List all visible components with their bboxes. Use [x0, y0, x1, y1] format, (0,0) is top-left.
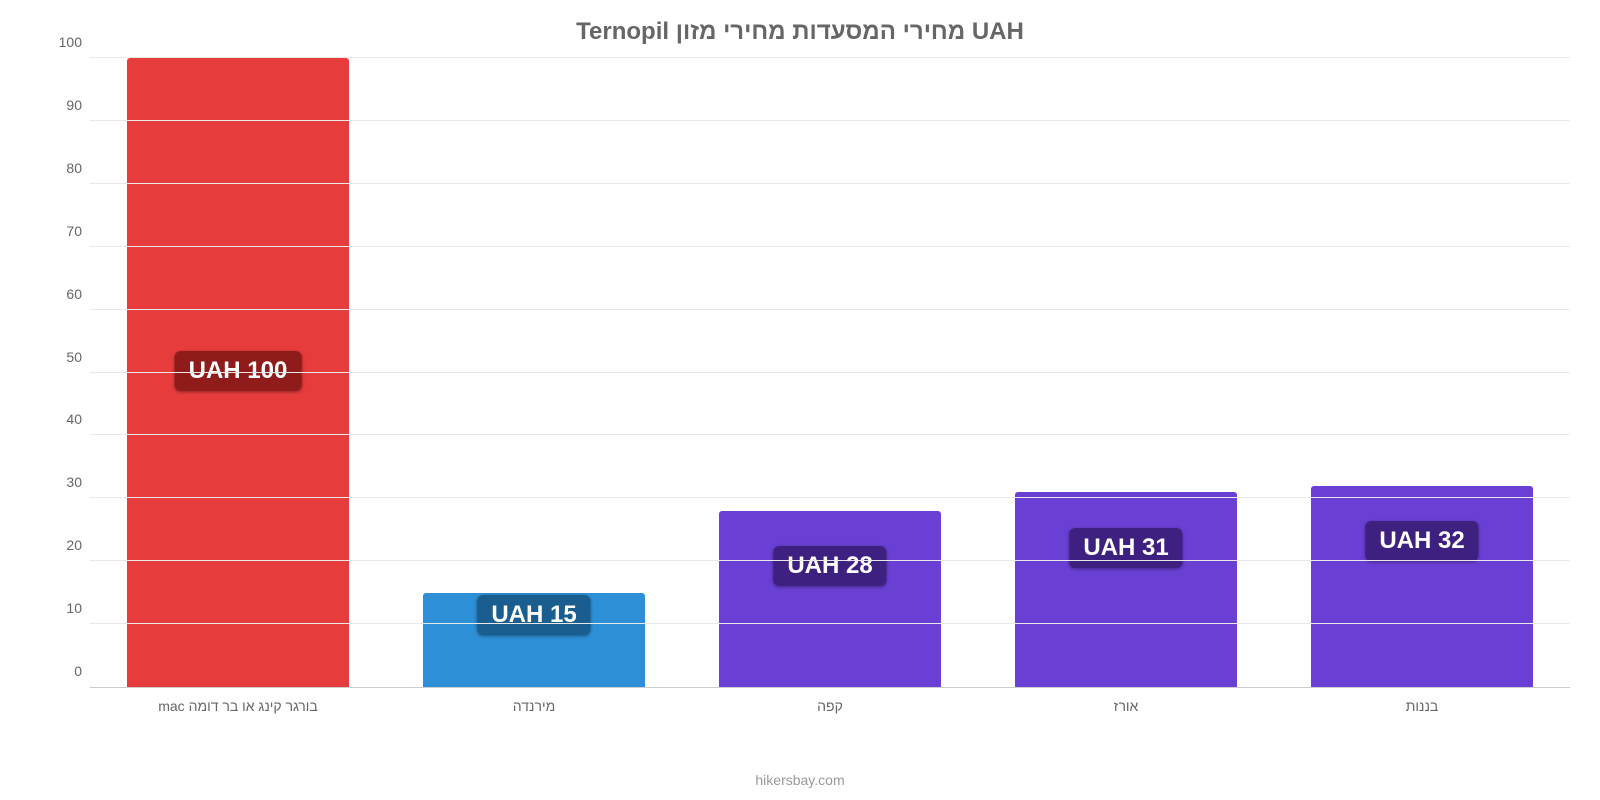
bar-slot: UAH 100	[90, 58, 386, 687]
bar	[719, 511, 941, 687]
grid-line	[90, 120, 1570, 121]
bar-slot: UAH 15	[386, 58, 682, 687]
bar-slot: UAH 28	[682, 58, 978, 687]
y-tick-label: 50	[66, 349, 82, 365]
bar-value-label: UAH 32	[1365, 521, 1478, 561]
bar	[1015, 492, 1237, 687]
plot-area: UAH 100UAH 15UAH 28UAH 31UAH 32 01020304…	[90, 58, 1570, 688]
x-axis-label: בורגר קינג או בר דומה mac	[90, 698, 386, 714]
bar-value-label: UAH 15	[477, 595, 590, 635]
grid-line	[90, 57, 1570, 58]
x-axis-label: בננות	[1274, 698, 1570, 714]
chart-title: Ternopil מחירי המסעדות מחירי מזון UAH	[0, 0, 1600, 46]
bar-slot: UAH 32	[1274, 58, 1570, 687]
bar	[1311, 486, 1533, 687]
grid-line	[90, 560, 1570, 561]
y-tick-label: 10	[66, 600, 82, 616]
y-tick-label: 70	[66, 223, 82, 239]
chart-container: UAH 100 UAH 15 UAH 28 UAH 31 UAH 32 0 10 20 30 4…	[50, 58, 1580, 728]
grid-line	[90, 183, 1570, 184]
y-tick-label: 20	[66, 537, 82, 553]
grid-line	[90, 623, 1570, 624]
chart-footer: hikersbay.com	[0, 772, 1600, 788]
x-axis-label: אורז	[978, 698, 1274, 714]
y-tick-label: 0	[74, 663, 82, 679]
y-tick-label: 80	[66, 160, 82, 176]
x-axis-label: מירנדה	[386, 698, 682, 714]
y-tick-label: 100	[59, 34, 82, 50]
bar-value-label: UAH 28	[773, 546, 886, 586]
y-tick-label: 90	[66, 97, 82, 113]
grid-line	[90, 309, 1570, 310]
grid-line	[90, 497, 1570, 498]
grid-line	[90, 246, 1570, 247]
grid-line	[90, 372, 1570, 373]
bars-group: UAH 100 UAH 15 UAH 28 UAH 31 UAH 32	[90, 58, 1570, 687]
y-tick-label: 60	[66, 286, 82, 302]
bar-value-label: UAH 31	[1069, 528, 1182, 568]
y-tick-label: 30	[66, 474, 82, 490]
y-tick-label: 40	[66, 411, 82, 427]
bar-slot: UAH 31	[978, 58, 1274, 687]
x-axis-labels: בורגר קינג או בר דומה macמירנדהקפהאורזבנ…	[90, 698, 1570, 714]
grid-line	[90, 434, 1570, 435]
x-axis-label: קפה	[682, 698, 978, 714]
